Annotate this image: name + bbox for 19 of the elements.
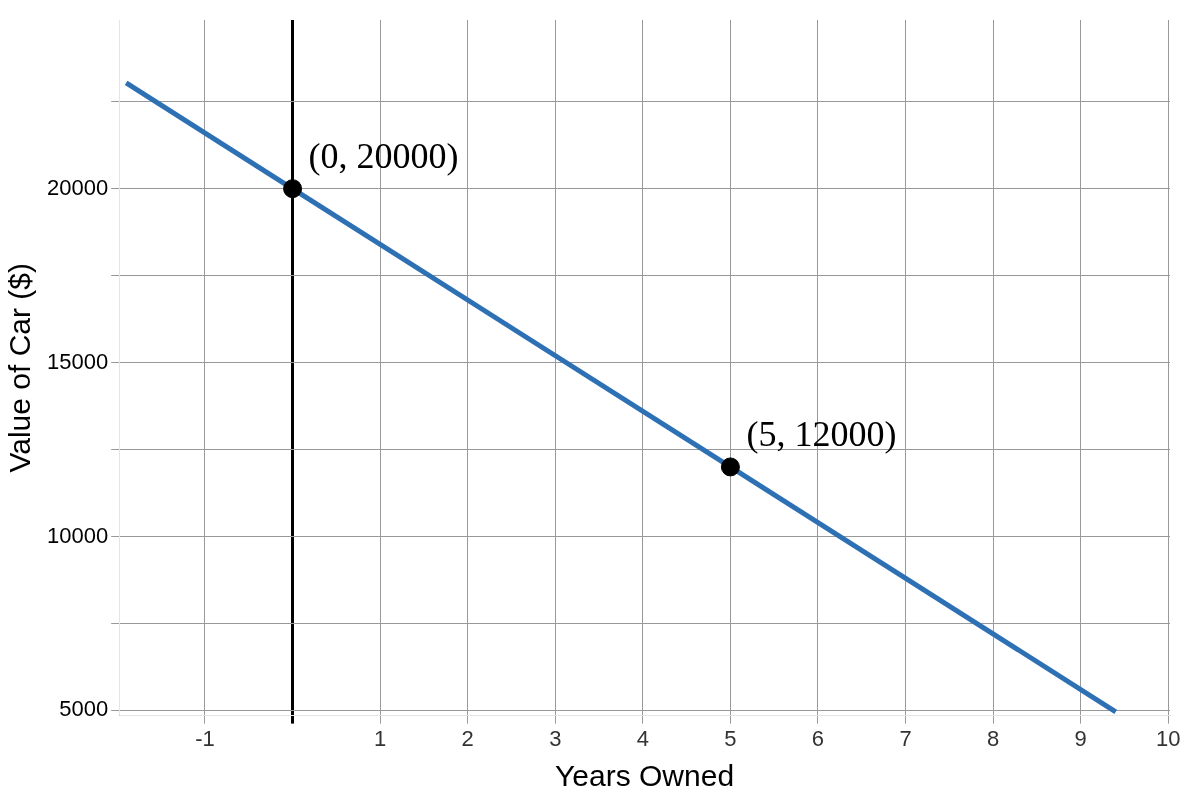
x-tick-label: 5 [724, 725, 737, 751]
y-tick-label: 5000 [59, 696, 109, 722]
y-tick-label: 20000 [46, 174, 109, 200]
x-tick-label: 3 [549, 725, 562, 751]
y-tick-label: 10000 [46, 522, 109, 548]
x-tick-label: 4 [636, 725, 649, 751]
y-axis-title: Value of Car ($) [3, 263, 37, 473]
x-tick-label: -1 [195, 725, 215, 751]
annotation: (0, 20000) [308, 136, 459, 177]
x-tick-label: 6 [811, 725, 825, 751]
annotation: (5, 12000) [746, 414, 897, 455]
x-tick-label: 10 [1156, 725, 1181, 751]
x-tick-label: 9 [1074, 725, 1087, 751]
y-tick-label: 15000 [46, 348, 109, 374]
x-tick-label: 8 [986, 725, 1000, 751]
x-tick-label: 1 [374, 725, 387, 751]
x-tick-label: 2 [461, 725, 474, 751]
x-tick-label: 7 [899, 725, 912, 751]
x-axis-title: Years Owned [555, 759, 735, 793]
